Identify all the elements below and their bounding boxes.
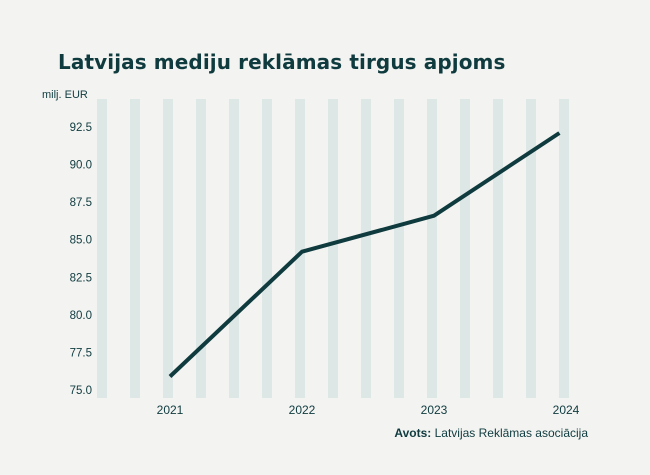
x-tick-label: 2023: [421, 403, 448, 417]
grid-band: [493, 99, 503, 398]
grid-bands: [97, 99, 569, 398]
grid-band: [229, 99, 239, 398]
y-tick-label: 80.0: [70, 310, 92, 322]
source-text: Latvijas Reklāmas asociācija: [434, 426, 588, 440]
x-axis-ticks: 2021 2022 2023 2024: [157, 403, 580, 417]
chart-title: Latvijas mediju reklāmas tirgus apjoms: [58, 50, 506, 74]
grid-band: [361, 99, 371, 398]
x-tick-label: 2021: [157, 403, 184, 417]
y-tick-label: 75.0: [70, 385, 92, 397]
y-tick-label: 82.5: [70, 272, 92, 284]
source-note: Avots: Latvijas Reklāmas asociācija: [394, 426, 588, 440]
grid-band: [328, 99, 338, 398]
y-tick-label: 87.5: [70, 197, 92, 209]
y-axis-ticks: 75.0 77.5 80.0 82.5 85.0 87.5 90.0 92.5: [70, 122, 92, 397]
source-label: Avots:: [394, 426, 432, 440]
grid-band: [97, 99, 107, 398]
grid-band: [262, 99, 272, 398]
y-axis-unit-label: milj. EUR: [42, 89, 88, 101]
series-layer: [168, 131, 561, 378]
series-line: [168, 131, 561, 378]
grid-band: [526, 99, 536, 398]
y-tick-label: 90.0: [70, 160, 92, 172]
y-tick-label: 77.5: [70, 347, 92, 359]
x-tick-label: 2022: [289, 403, 316, 417]
grid-band: [559, 99, 569, 398]
grid-band: [196, 99, 206, 398]
y-tick-label: 92.5: [70, 122, 92, 134]
grid-band: [460, 99, 470, 398]
grid-band: [427, 99, 437, 398]
x-tick-label: 2024: [553, 403, 580, 417]
grid-band: [394, 99, 404, 398]
y-tick-label: 85.0: [70, 235, 92, 247]
grid-band: [130, 99, 140, 398]
grid-band: [295, 99, 305, 398]
grid-band: [163, 99, 173, 398]
